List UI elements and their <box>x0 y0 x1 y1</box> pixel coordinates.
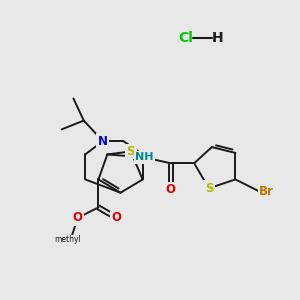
Text: O: O <box>111 211 121 224</box>
Text: H: H <box>212 31 224 45</box>
Text: methyl: methyl <box>54 235 81 244</box>
Text: S: S <box>205 182 213 195</box>
Text: O: O <box>73 211 83 224</box>
Text: NH: NH <box>135 152 153 162</box>
Text: Cl: Cl <box>178 31 193 45</box>
Text: N: N <box>98 135 108 148</box>
Text: O: O <box>166 183 176 196</box>
Text: Br: Br <box>259 185 274 198</box>
Text: S: S <box>127 145 135 158</box>
